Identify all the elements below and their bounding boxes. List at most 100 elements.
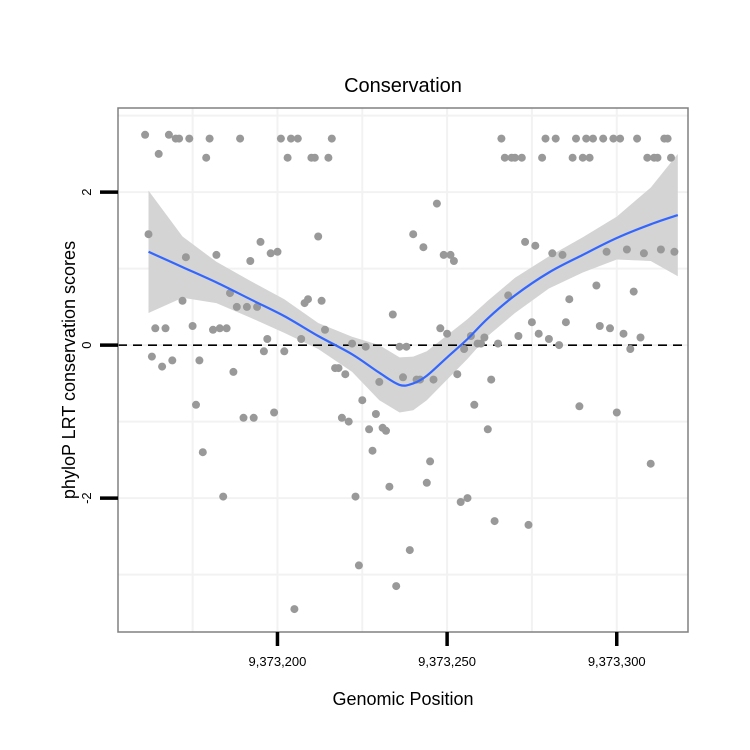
data-point-42 (283, 153, 292, 162)
data-point-131 (585, 153, 594, 162)
data-point-120 (548, 249, 557, 258)
data-point-112 (521, 237, 530, 246)
data-point-29 (239, 413, 248, 422)
data-point-48 (304, 295, 312, 304)
data-point-109 (511, 153, 519, 162)
data-point-28 (236, 134, 245, 143)
data-point-36 (263, 335, 272, 343)
data-point-24 (222, 324, 231, 333)
data-point-116 (534, 329, 543, 338)
data-point-123 (558, 250, 567, 259)
data-point-147 (639, 249, 648, 258)
data-point-76 (399, 373, 407, 382)
data-point-1 (144, 230, 153, 239)
data-point-10 (175, 134, 184, 143)
data-point-69 (375, 377, 384, 386)
data-point-135 (599, 134, 608, 143)
data-point-113 (524, 520, 533, 529)
y-axis-label: phyloP LRT conservation scores (59, 241, 79, 499)
data-point-40 (276, 134, 285, 143)
data-point-124 (561, 318, 570, 327)
data-point-115 (531, 241, 540, 250)
data-point-15 (192, 400, 200, 409)
data-point-65 (361, 342, 370, 351)
data-point-111 (517, 153, 526, 162)
data-point-125 (565, 295, 574, 304)
y-axis: -2 0 2 (79, 189, 118, 504)
x-tick-label-1: 9,373,250 (418, 654, 476, 669)
y-tick-label-1: 0 (79, 342, 94, 349)
confidence-band (148, 153, 678, 413)
data-point-89 (443, 329, 452, 338)
data-point-86 (432, 199, 441, 208)
data-point-117 (538, 153, 547, 162)
data-point-22 (215, 324, 224, 333)
data-point-119 (544, 335, 553, 343)
data-point-99 (477, 339, 485, 348)
smooth-trend-line (148, 214, 679, 387)
data-point-57 (334, 364, 343, 373)
data-point-137 (606, 324, 614, 333)
data-point-145 (633, 134, 642, 143)
data-point-129 (578, 153, 587, 162)
y-tick-label-2: 2 (79, 189, 94, 196)
data-point-11 (178, 296, 187, 305)
data-point-114 (527, 318, 536, 327)
data-point-106 (500, 153, 509, 162)
data-point-84 (426, 457, 435, 466)
data-point-59 (341, 370, 350, 379)
data-point-34 (256, 237, 265, 246)
data-point-58 (337, 413, 346, 422)
data-point-55 (327, 134, 336, 143)
data-point-31 (246, 257, 255, 265)
data-point-71 (382, 426, 390, 435)
data-point-4 (154, 149, 163, 158)
data-point-134 (595, 322, 604, 330)
data-point-12 (181, 253, 190, 262)
data-point-62 (351, 492, 360, 501)
data-point-140 (616, 134, 625, 143)
data-point-60 (344, 417, 353, 426)
data-point-14 (188, 322, 197, 330)
data-point-105 (497, 134, 506, 143)
data-point-92 (453, 370, 462, 379)
data-point-148 (643, 153, 652, 162)
data-point-18 (202, 153, 211, 162)
data-point-149 (646, 459, 655, 468)
data-point-27 (232, 302, 241, 311)
data-point-146 (636, 333, 645, 342)
data-point-118 (541, 134, 550, 143)
data-point-77 (402, 342, 411, 351)
data-point-52 (317, 296, 326, 305)
data-point-143 (626, 345, 635, 353)
data-point-104 (494, 339, 502, 348)
data-point-154 (663, 134, 672, 143)
data-point-68 (371, 410, 380, 418)
data-point-88 (439, 250, 448, 259)
data-point-53 (321, 325, 329, 334)
data-point-8 (168, 356, 177, 365)
data-point-6 (161, 324, 170, 333)
data-point-155 (667, 153, 675, 162)
data-point-79 (409, 230, 418, 239)
data-point-126 (568, 153, 577, 162)
y-tick-label-0: -2 (79, 492, 94, 504)
data-point-122 (555, 341, 564, 350)
x-axis: 9,373,200 9,373,250 9,373,300 (249, 632, 646, 669)
data-point-44 (290, 605, 299, 614)
data-point-37 (266, 249, 275, 258)
data-point-61 (348, 339, 357, 348)
data-point-33 (253, 302, 262, 311)
data-point-128 (575, 402, 584, 411)
data-point-17 (198, 448, 207, 457)
data-point-20 (209, 325, 217, 334)
panel-border (117, 107, 689, 633)
data-point-46 (297, 335, 306, 343)
data-point-127 (572, 134, 580, 143)
data-point-136 (602, 247, 611, 256)
chart-title: Conservation (344, 75, 462, 97)
confidence-band-area (148, 153, 678, 413)
x-tick-label-2: 9,373,300 (588, 654, 646, 669)
data-point-141 (619, 329, 628, 338)
data-point-95 (463, 494, 472, 503)
